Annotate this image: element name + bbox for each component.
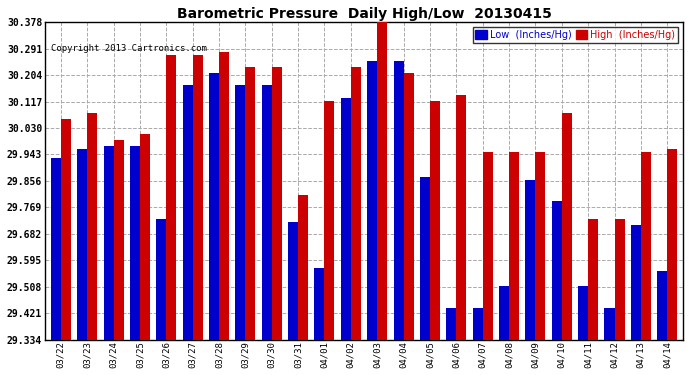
Bar bbox=[552, 201, 562, 340]
Bar bbox=[483, 152, 493, 340]
Bar bbox=[156, 219, 166, 340]
Bar bbox=[535, 152, 545, 340]
Bar bbox=[393, 61, 404, 340]
Bar bbox=[641, 152, 651, 340]
Bar bbox=[578, 286, 588, 340]
Bar bbox=[667, 149, 678, 340]
Bar bbox=[130, 146, 140, 340]
Bar bbox=[193, 55, 203, 340]
Bar bbox=[77, 149, 87, 340]
Bar bbox=[235, 86, 246, 340]
Bar bbox=[446, 308, 456, 340]
Bar bbox=[473, 308, 483, 340]
Bar bbox=[588, 219, 598, 340]
Bar bbox=[657, 271, 667, 340]
Bar bbox=[272, 67, 282, 340]
Bar bbox=[631, 225, 641, 340]
Bar bbox=[140, 134, 150, 340]
Bar bbox=[315, 268, 324, 340]
Bar bbox=[377, 21, 387, 340]
Text: Copyright 2013 Cartronics.com: Copyright 2013 Cartronics.com bbox=[51, 44, 207, 53]
Bar bbox=[288, 222, 298, 340]
Bar bbox=[525, 180, 535, 340]
Bar bbox=[615, 219, 624, 340]
Bar bbox=[562, 113, 572, 340]
Bar bbox=[246, 67, 255, 340]
Bar bbox=[430, 100, 440, 340]
Bar bbox=[324, 100, 335, 340]
Bar bbox=[456, 94, 466, 340]
Bar bbox=[262, 86, 272, 340]
Legend: Low  (Inches/Hg), High  (Inches/Hg): Low (Inches/Hg), High (Inches/Hg) bbox=[473, 27, 678, 43]
Title: Barometric Pressure  Daily High/Low  20130415: Barometric Pressure Daily High/Low 20130… bbox=[177, 7, 551, 21]
Bar bbox=[420, 177, 430, 340]
Bar bbox=[166, 55, 176, 340]
Bar bbox=[499, 286, 509, 340]
Bar bbox=[183, 86, 193, 340]
Bar bbox=[604, 308, 615, 340]
Bar bbox=[209, 73, 219, 340]
Bar bbox=[367, 61, 377, 340]
Bar bbox=[404, 73, 413, 340]
Bar bbox=[51, 158, 61, 340]
Bar bbox=[298, 195, 308, 340]
Bar bbox=[61, 119, 71, 340]
Bar bbox=[104, 146, 114, 340]
Bar bbox=[219, 52, 229, 340]
Bar bbox=[87, 113, 97, 340]
Bar bbox=[114, 140, 124, 340]
Bar bbox=[509, 152, 519, 340]
Bar bbox=[351, 67, 361, 340]
Bar bbox=[341, 98, 351, 340]
